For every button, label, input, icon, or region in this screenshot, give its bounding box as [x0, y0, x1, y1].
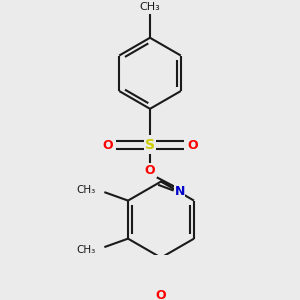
Text: CH₃: CH₃ [76, 184, 96, 195]
Text: S: S [145, 138, 155, 152]
Text: O: O [145, 164, 155, 177]
Text: O: O [187, 139, 198, 152]
Text: N: N [174, 185, 185, 198]
Text: CH₃: CH₃ [140, 2, 160, 12]
Text: CH₃: CH₃ [76, 245, 96, 255]
Text: O: O [156, 289, 166, 300]
Text: O: O [102, 139, 113, 152]
